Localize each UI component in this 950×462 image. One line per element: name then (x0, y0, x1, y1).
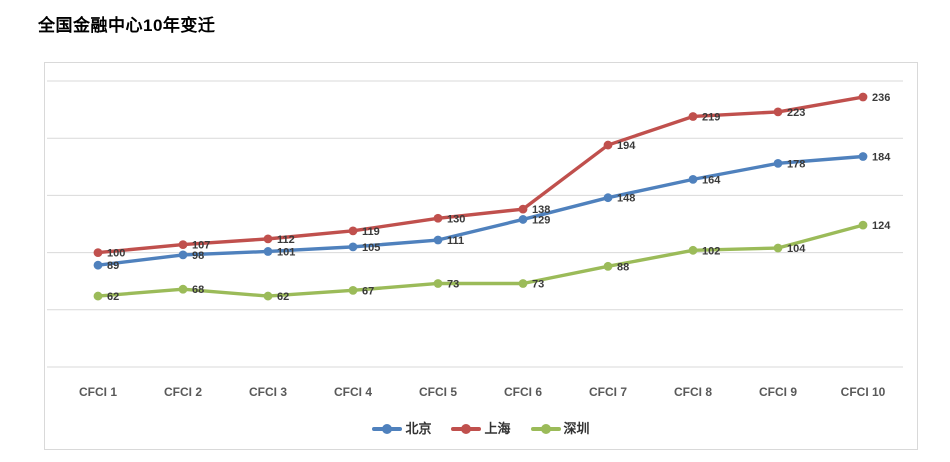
data-point-深圳-2 (178, 284, 188, 294)
data-label-深圳-2: 68 (192, 284, 204, 296)
data-point-深圳-5 (433, 279, 443, 288)
page-title: 全国金融中心10年变迁 (38, 16, 216, 35)
data-point-北京-5 (433, 235, 443, 245)
data-point-上海-3 (263, 234, 273, 244)
data-point-北京-8 (688, 174, 698, 184)
x-axis-label-3: CFCI 3 (249, 385, 287, 399)
legend-label: 深圳 (563, 421, 590, 436)
data-label-上海-10: 236 (872, 92, 890, 104)
data-point-北京-10 (858, 152, 868, 161)
legend-item-深圳[interactable]: 深圳 (530, 421, 590, 436)
data-point-北京-6 (518, 215, 528, 224)
data-label-上海-1: 100 (107, 248, 125, 260)
data-point-北京-9 (773, 158, 783, 168)
data-label-上海-4: 119 (362, 226, 380, 238)
legend-label: 北京 (405, 421, 432, 436)
legend-marker-icon (372, 423, 403, 434)
legend-item-上海[interactable]: 上海 (451, 421, 511, 436)
data-label-深圳-7: 88 (617, 261, 629, 273)
data-label-北京-6: 129 (532, 214, 550, 226)
data-label-深圳-3: 62 (277, 291, 289, 303)
data-label-北京-2: 98 (192, 250, 204, 262)
data-label-上海-5: 130 (447, 213, 465, 225)
x-axis-label-10: CFCI 10 (841, 385, 886, 399)
data-label-深圳-10: 124 (872, 220, 891, 232)
legend-dot-icon (461, 423, 472, 434)
data-point-深圳-8 (688, 245, 698, 255)
x-axis-label-8: CFCI 8 (674, 385, 712, 399)
x-axis-label-5: CFCI 5 (419, 385, 457, 399)
chart-svg: CFCI 1 CFCI 2 CFCI 3 CFCI 4 CFCI 5 CFCI 6 CFCI… (47, 80, 903, 399)
data-point-深圳-3 (263, 291, 273, 301)
data-point-上海-1 (93, 248, 103, 257)
data-point-上海-9 (773, 107, 783, 117)
chart-legend: 北京 上海 深圳 (45, 422, 917, 435)
data-label-深圳-4: 67 (362, 285, 374, 297)
data-label-北京-8: 164 (702, 174, 721, 186)
data-point-上海-8 (688, 112, 698, 121)
data-label-北京-1: 89 (107, 260, 119, 272)
legend-dot-icon (540, 423, 551, 434)
data-point-北京-1 (93, 260, 103, 270)
data-label-北京-10: 184 (872, 152, 891, 164)
data-point-北京-4 (348, 242, 358, 252)
x-axis-label-1: CFCI 1 (79, 385, 117, 399)
data-point-上海-7 (603, 140, 613, 150)
x-axis-label-4: CFCI 4 (334, 385, 372, 399)
x-axis-label-7: CFCI 7 (589, 385, 627, 399)
data-point-深圳-9 (773, 243, 783, 253)
data-label-深圳-5: 73 (447, 278, 459, 290)
series-line-上海 (96, 95, 865, 255)
series-line-深圳 (96, 223, 865, 298)
data-point-上海-4 (348, 226, 358, 236)
data-label-上海-6: 138 (532, 204, 550, 216)
chart-panel: CFCI 1 CFCI 2 CFCI 3 CFCI 4 CFCI 5 CFCI 6 CFCI… (44, 62, 918, 450)
data-point-北京-7 (603, 193, 613, 203)
data-label-北京-5: 111 (447, 235, 464, 247)
data-label-深圳-8: 102 (702, 245, 720, 257)
x-axis-label-2: CFCI 2 (164, 385, 202, 399)
data-point-深圳-6 (518, 279, 528, 288)
data-point-上海-10 (858, 92, 868, 102)
data-point-上海-6 (518, 204, 528, 214)
data-point-深圳-10 (858, 220, 868, 230)
data-label-北京-3: 101 (277, 246, 295, 258)
data-label-上海-9: 223 (787, 107, 805, 119)
x-axis-label-9: CFCI 9 (759, 385, 797, 399)
data-label-上海-8: 219 (702, 111, 720, 123)
data-point-深圳-4 (348, 285, 358, 295)
data-label-北京-4: 105 (362, 242, 380, 254)
data-point-深圳-1 (93, 291, 103, 301)
data-label-北京-9: 178 (787, 158, 805, 170)
data-point-上海-2 (178, 240, 188, 249)
data-label-北京-7: 148 (617, 193, 635, 205)
data-label-上海-2: 107 (192, 240, 210, 252)
data-label-上海-3: 112 (277, 234, 295, 246)
series-line-北京 (96, 154, 865, 267)
data-point-北京-3 (263, 247, 273, 256)
legend-marker-icon (451, 423, 482, 434)
x-axis-label-6: CFCI 6 (504, 385, 542, 399)
data-label-上海-7: 194 (617, 140, 636, 152)
data-point-北京-2 (178, 250, 188, 260)
legend-dot-icon (382, 423, 393, 434)
data-label-深圳-9: 104 (787, 243, 806, 255)
data-point-深圳-7 (603, 261, 613, 271)
legend-item-北京[interactable]: 北京 (372, 422, 431, 435)
data-label-深圳-1: 62 (107, 291, 119, 303)
legend-label: 上海 (484, 421, 511, 436)
data-label-深圳-6: 73 (532, 278, 544, 290)
data-point-上海-5 (433, 213, 443, 223)
legend-marker-icon (530, 423, 561, 434)
